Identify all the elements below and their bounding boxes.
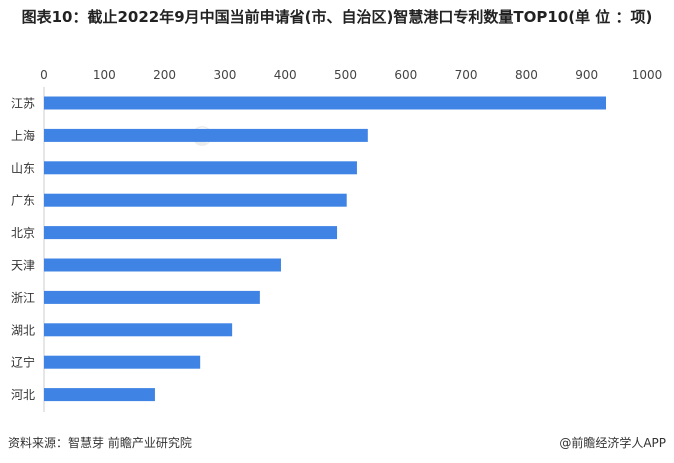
bar-山东	[44, 161, 357, 175]
chart-title: 图表10：截止2022年9月中国当前申请省(市、自治区)智慧港口专利数量TOP1…	[21, 8, 653, 26]
y-tick-label: 上海	[11, 128, 35, 143]
bar-湖北	[44, 323, 233, 337]
bar-广东	[44, 193, 347, 207]
x-tick-label: 400	[274, 68, 297, 82]
bar-天津	[44, 258, 281, 272]
y-tick-label: 江苏	[11, 97, 35, 111]
y-tick-label: 湖北	[11, 322, 35, 337]
x-tick-label: 300	[213, 68, 236, 82]
bar-北京	[44, 226, 338, 240]
y-tick-label: 广东	[11, 194, 35, 208]
y-tick-label: 山东	[11, 161, 35, 175]
bar-河北	[44, 388, 155, 402]
brand-label: @前瞻经济学人APP	[559, 436, 666, 450]
y-tick-label: 北京	[11, 226, 35, 240]
y-tick-label: 河北	[11, 388, 35, 402]
bar-辽宁	[44, 355, 201, 369]
x-tick-label: 500	[334, 68, 357, 82]
x-tick-label: 600	[394, 68, 417, 82]
x-tick-label: 700	[455, 68, 478, 82]
y-tick-label: 天津	[11, 259, 35, 273]
y-tick-label: 辽宁	[11, 355, 35, 370]
x-tick-label: 800	[515, 68, 538, 82]
source-note: 资料来源：智慧芽 前瞻产业研究院	[8, 436, 192, 450]
x-tick-label: 1000	[632, 68, 663, 82]
x-tick-label: 100	[93, 68, 116, 82]
bar-上海	[44, 128, 368, 142]
bar-浙江	[44, 290, 260, 304]
x-tick-label: 0	[40, 68, 48, 82]
bar-江苏	[44, 96, 606, 110]
x-tick-label: 200	[153, 68, 176, 82]
x-tick-label: 900	[575, 68, 598, 82]
y-tick-label: 浙江	[11, 291, 35, 305]
